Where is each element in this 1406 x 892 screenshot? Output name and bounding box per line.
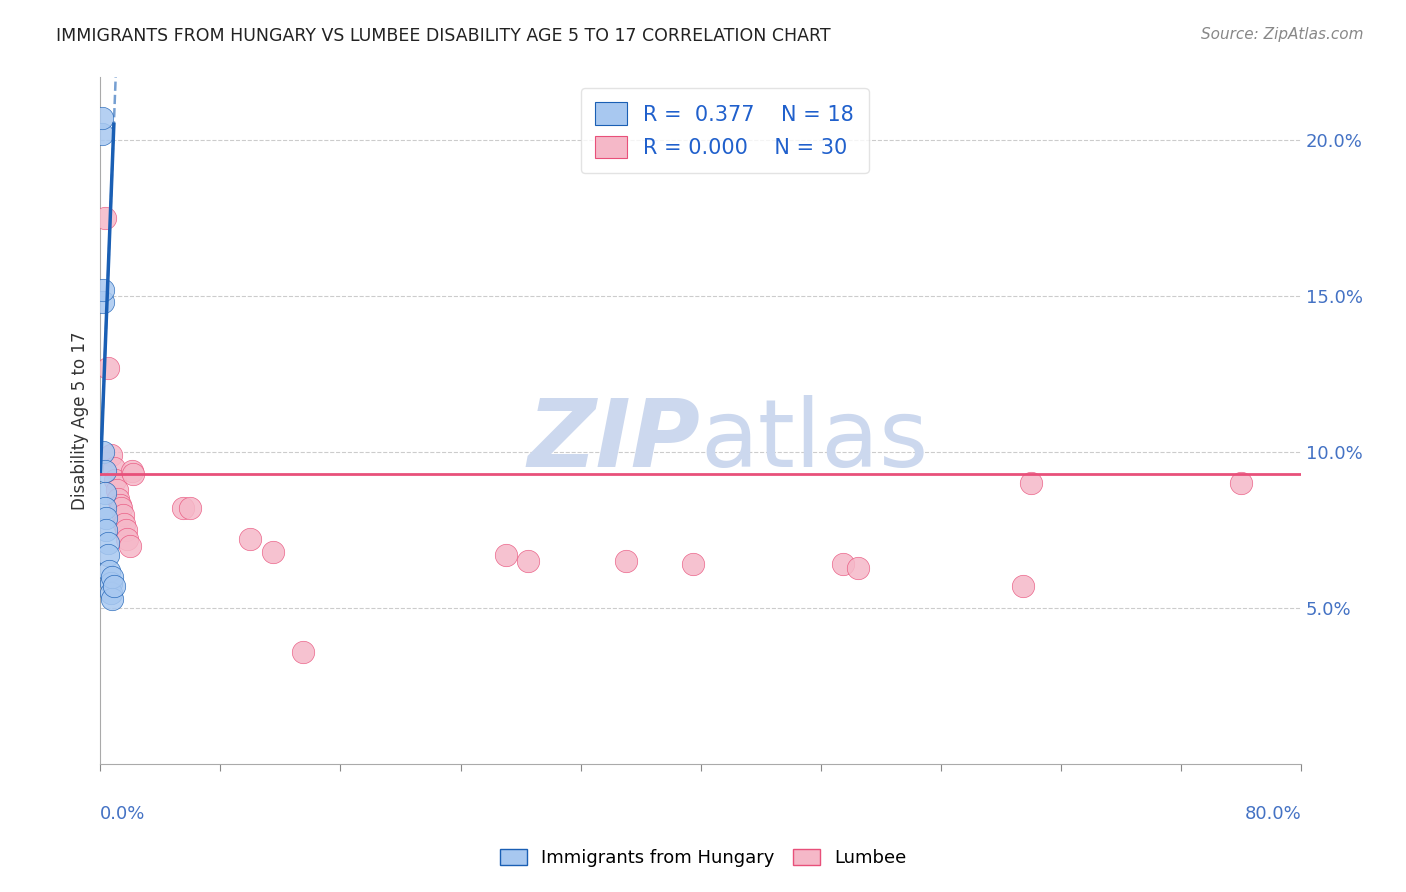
- Point: [90, 127, 112, 141]
- Point: [100, 448, 122, 462]
- Point: [93, 283, 115, 297]
- Point: [262, 545, 284, 559]
- Point: [846, 560, 869, 574]
- Y-axis label: Disability Age 5 to 17: Disability Age 5 to 17: [72, 332, 89, 510]
- Point: [115, 523, 138, 537]
- Point: [97, 360, 120, 375]
- Point: [682, 558, 704, 572]
- Point: [94, 485, 117, 500]
- Point: [614, 554, 637, 568]
- Text: IMMIGRANTS FROM HUNGARY VS LUMBEE DISABILITY AGE 5 TO 17 CORRELATION CHART: IMMIGRANTS FROM HUNGARY VS LUMBEE DISABI…: [56, 27, 831, 45]
- Point: [101, 570, 124, 584]
- Legend: Immigrants from Hungary, Lumbee: Immigrants from Hungary, Lumbee: [492, 841, 914, 874]
- Point: [94, 464, 117, 478]
- Point: [1230, 476, 1253, 491]
- Text: 80.0%: 80.0%: [1244, 805, 1301, 823]
- Point: [121, 464, 143, 478]
- Point: [96, 510, 118, 524]
- Point: [103, 460, 125, 475]
- Point: [93, 445, 115, 459]
- Point: [107, 491, 129, 506]
- Text: Source: ZipAtlas.com: Source: ZipAtlas.com: [1201, 27, 1364, 42]
- Point: [179, 501, 201, 516]
- Text: 0.0%: 0.0%: [100, 805, 146, 823]
- Point: [96, 523, 118, 537]
- Point: [111, 508, 134, 522]
- Point: [110, 501, 132, 516]
- Point: [94, 501, 117, 516]
- Text: ZIP: ZIP: [527, 395, 700, 487]
- Point: [94, 211, 117, 225]
- Point: [112, 516, 135, 531]
- Point: [517, 554, 540, 568]
- Point: [108, 498, 131, 512]
- Point: [93, 295, 115, 310]
- Text: atlas: atlas: [700, 395, 929, 487]
- Point: [90, 111, 112, 125]
- Point: [117, 533, 139, 547]
- Point: [100, 585, 122, 599]
- Point: [1019, 476, 1042, 491]
- Point: [103, 579, 125, 593]
- Point: [105, 483, 128, 497]
- Point: [97, 548, 120, 562]
- Point: [239, 533, 262, 547]
- Legend: R =  0.377    N = 18, R = 0.000    N = 30: R = 0.377 N = 18, R = 0.000 N = 30: [581, 87, 869, 173]
- Point: [1012, 579, 1035, 593]
- Point: [100, 576, 122, 591]
- Point: [97, 535, 120, 549]
- Point: [120, 539, 142, 553]
- Point: [495, 548, 517, 562]
- Point: [172, 501, 194, 516]
- Point: [832, 558, 855, 572]
- Point: [122, 467, 145, 481]
- Point: [104, 473, 127, 487]
- Point: [98, 564, 121, 578]
- Point: [101, 591, 124, 606]
- Point: [291, 645, 314, 659]
